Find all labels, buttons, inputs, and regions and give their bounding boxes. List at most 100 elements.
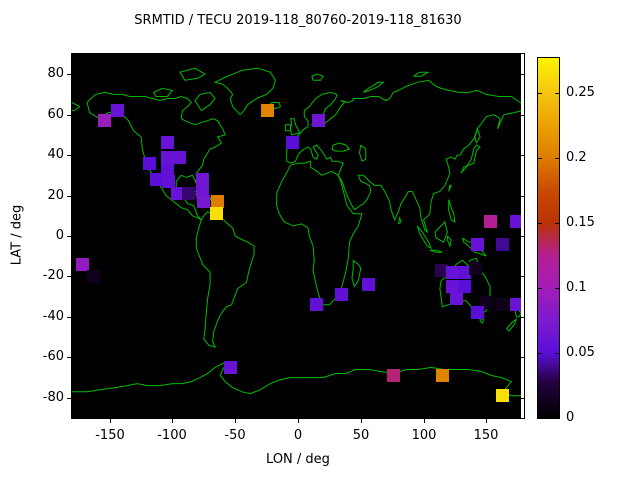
heatmap-cell bbox=[496, 389, 509, 402]
y-tick-mark bbox=[67, 398, 71, 399]
heatmap-cell bbox=[458, 266, 471, 279]
colorbar-tick-mark bbox=[538, 93, 542, 94]
heatmap-cell bbox=[435, 264, 448, 277]
heatmap-cell bbox=[224, 361, 237, 374]
y-tick-label: 80 bbox=[47, 66, 64, 81]
y-tick-mark bbox=[67, 196, 71, 197]
x-tick-mark bbox=[424, 419, 425, 423]
x-tick-label: -150 bbox=[95, 428, 125, 443]
colorbar-tick-mark bbox=[538, 158, 542, 159]
y-tick-mark bbox=[67, 115, 71, 116]
x-tick-label: 0 bbox=[293, 428, 303, 443]
y-tick-label: -40 bbox=[42, 309, 64, 324]
y-tick-label: 0 bbox=[55, 228, 64, 243]
y-tick-mark-right bbox=[521, 276, 525, 277]
y-tick-mark-right bbox=[521, 74, 525, 75]
y-tick-mark-right bbox=[521, 398, 525, 399]
heatmap-cell bbox=[469, 262, 482, 275]
colorbar-tick-label: 0.05 bbox=[566, 345, 595, 360]
heatmap-cell bbox=[197, 195, 210, 208]
x-axis-label: LON / deg bbox=[266, 452, 330, 467]
colorbar-tick-mark bbox=[555, 93, 559, 94]
heatmap-cell bbox=[480, 296, 493, 309]
colorbar-tick-mark bbox=[555, 158, 559, 159]
heatmap-cell bbox=[98, 114, 111, 127]
x-tick-mark bbox=[235, 419, 236, 423]
colorbar bbox=[537, 57, 560, 419]
heatmap-cell bbox=[510, 298, 523, 311]
heatmap-cell bbox=[286, 136, 299, 149]
heatmap-cell bbox=[111, 104, 124, 117]
heatmap-cell bbox=[210, 207, 223, 220]
colorbar-tick-mark bbox=[538, 223, 542, 224]
heatmap-cell bbox=[310, 298, 323, 311]
heatmap-cell bbox=[76, 258, 89, 271]
y-tick-mark-right bbox=[521, 155, 525, 156]
heatmap-cell bbox=[87, 270, 100, 283]
y-tick-label: -20 bbox=[42, 268, 64, 283]
heatmap-cell bbox=[196, 173, 209, 186]
colorbar-tick-mark bbox=[538, 418, 542, 419]
x-tick-label: 100 bbox=[411, 428, 437, 443]
heatmap-cell bbox=[150, 173, 163, 186]
y-tick-label: 60 bbox=[47, 107, 64, 122]
coastlines bbox=[72, 67, 524, 397]
heatmap-cell bbox=[196, 185, 209, 198]
y-tick-mark bbox=[67, 317, 71, 318]
y-axis-label: LAT / deg bbox=[9, 204, 25, 266]
y-tick-mark bbox=[67, 155, 71, 156]
x-tick-mark bbox=[361, 419, 362, 423]
heatmap-cell bbox=[362, 278, 375, 291]
y-tick-mark-right bbox=[521, 317, 525, 318]
y-tick-label: 20 bbox=[47, 188, 64, 203]
x-tick-mark bbox=[486, 419, 487, 423]
colorbar-tick-label: 0.1 bbox=[566, 280, 587, 295]
y-tick-mark bbox=[67, 276, 71, 277]
x-tick-label: -50 bbox=[224, 428, 246, 443]
heatmap-cell bbox=[484, 215, 497, 228]
heatmap-cell bbox=[458, 280, 471, 293]
map-plot-area bbox=[71, 53, 525, 419]
heatmap-cell bbox=[510, 215, 523, 228]
heatmap-cell bbox=[162, 175, 175, 188]
heatmap-cell bbox=[495, 298, 508, 311]
heatmap-cell bbox=[261, 104, 274, 117]
colorbar-tick-mark bbox=[555, 288, 559, 289]
colorbar-tick-mark bbox=[555, 223, 559, 224]
colorbar-tick-label: 0 bbox=[566, 410, 575, 425]
heatmap-cell bbox=[335, 288, 348, 301]
heatmap-cell bbox=[496, 238, 509, 251]
heatmap-cell bbox=[471, 238, 484, 251]
heatmap-cell bbox=[161, 136, 174, 149]
colorbar-tick-mark bbox=[555, 418, 559, 419]
heatmap-cell bbox=[161, 163, 174, 176]
heatmap-cell bbox=[446, 280, 459, 293]
colorbar-tick-label: 0.2 bbox=[566, 150, 587, 165]
colorbar-tick-mark bbox=[538, 353, 542, 354]
heatmap-cell bbox=[387, 369, 400, 382]
x-tick-label: 50 bbox=[352, 428, 370, 443]
colorbar-tick-label: 0.25 bbox=[566, 85, 595, 100]
y-tick-mark bbox=[67, 74, 71, 75]
y-tick-label: -60 bbox=[42, 349, 64, 364]
heatmap-cell bbox=[161, 151, 174, 164]
heatmap-cell bbox=[211, 195, 224, 208]
heatmap-cell bbox=[173, 151, 186, 164]
y-tick-label: 40 bbox=[47, 147, 64, 162]
x-tick-mark bbox=[172, 419, 173, 423]
y-tick-mark bbox=[67, 357, 71, 358]
x-tick-label: 150 bbox=[473, 428, 499, 443]
heatmap-cell bbox=[450, 292, 463, 305]
heatmap-cell bbox=[436, 369, 449, 382]
colorbar-tick-mark bbox=[538, 288, 542, 289]
y-tick-mark-right bbox=[521, 236, 525, 237]
y-tick-mark-right bbox=[521, 357, 525, 358]
heatmap-cell bbox=[182, 187, 195, 200]
heatmap-cell bbox=[471, 306, 484, 319]
x-tick-mark bbox=[298, 419, 299, 423]
plot-title: SRMTID / TECU 2019-118_80760-2019-118_81… bbox=[134, 13, 462, 28]
heatmap-cell bbox=[143, 157, 156, 170]
heatmap-cell bbox=[312, 114, 325, 127]
y-tick-label: -80 bbox=[42, 390, 64, 405]
